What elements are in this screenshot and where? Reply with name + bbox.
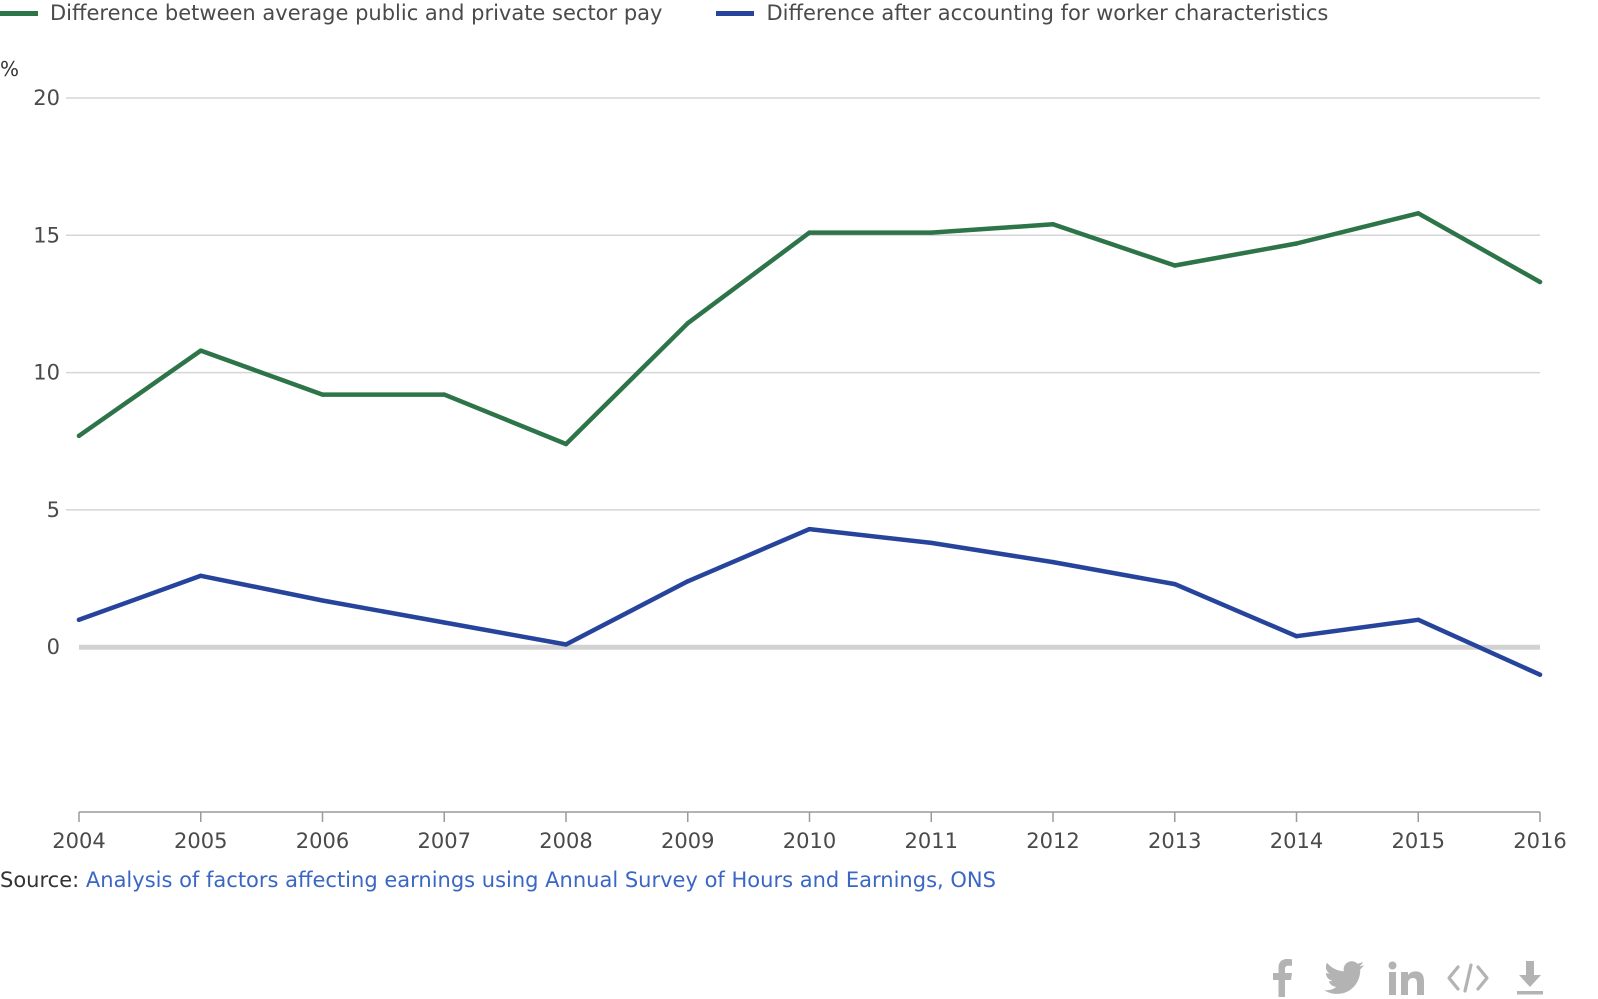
series-1-point-2006 [320,392,325,397]
y-axis-unit-label: % [0,57,19,81]
series-2-point-2005 [198,573,203,579]
series-1-point-2011 [929,230,934,235]
x-tick-label-2004: 2004 [52,829,105,853]
embed-icon[interactable] [1446,958,1490,998]
x-tick-label-2014: 2014 [1270,829,1323,853]
series-2-point-2014 [1294,634,1299,639]
x-tick-label-2006: 2006 [296,829,349,853]
legend-swatch-green [0,10,38,16]
x-tick-label-2016: 2016 [1513,829,1566,853]
series-1-point-2012 [1050,222,1056,227]
series-1-point-2015 [1416,211,1421,216]
x-tick-label-2012: 2012 [1026,829,1079,853]
chart-legend: Difference between average public and pr… [0,0,1382,26]
series-2-point-2009 [685,579,690,584]
series-2-point-2007 [442,620,447,625]
series-2-point-2013 [1172,581,1177,587]
series-1-point-2010 [807,230,812,235]
legend-swatch-blue [716,10,755,16]
x-tick-label-2005: 2005 [174,829,227,853]
y-tick-label-10: 10 [33,361,60,385]
series-1-point-2004 [76,433,82,438]
series-1-point-2005 [198,348,203,353]
series-2-point-2012 [1050,559,1056,565]
series-2-point-2016 [1537,672,1543,677]
y-tick-label-20: 20 [33,86,60,110]
download-icon[interactable] [1508,958,1552,998]
twitter-icon[interactable] [1322,958,1366,998]
series-line-2 [76,526,1543,677]
series-line-1 [76,211,1543,447]
line-chart: % 0 5 10 15 20 2004 2005 2006 2007 2008 2009 2010 201… [0,57,1567,853]
series-2-point-2011 [929,540,934,546]
x-tick-label-2007: 2007 [418,829,471,853]
legend-item-adjusted-pay[interactable]: Difference after accounting for worker c… [716,1,1328,25]
source-prefix: Source: [0,868,86,892]
series-1-point-2008 [563,441,569,447]
legend-item-average-pay[interactable]: Difference between average public and pr… [0,1,662,25]
series-1-point-2014 [1294,241,1299,246]
x-tick-label-2009: 2009 [661,829,714,853]
series-2-point-2015 [1416,617,1421,622]
y-tick-label-0: 0 [47,635,60,659]
y-tick-label-5: 5 [47,498,60,522]
x-tick-label-2008: 2008 [539,829,592,853]
source-link[interactable]: Analysis of factors affecting earnings u… [85,868,996,892]
source-note: Source: Analysis of factors affecting ea… [0,868,996,892]
series-1-point-2013 [1172,263,1177,268]
series-2-point-2008 [563,642,569,647]
series-1-point-2009 [685,320,690,326]
x-tick-label-2015: 2015 [1392,829,1445,853]
x-tick-label-2010: 2010 [783,829,836,853]
series-2-point-2004 [76,617,82,622]
series-2-point-2010 [807,526,812,532]
y-tick-label-15: 15 [33,223,60,247]
series-1-point-2007 [442,392,447,397]
legend-label-adjusted-pay: Difference after accounting for worker c… [766,1,1329,25]
facebook-icon[interactable] [1260,958,1304,998]
linkedin-icon[interactable] [1384,958,1428,998]
legend-label-average-pay: Difference between average public and pr… [50,1,663,25]
x-tick-label-2013: 2013 [1148,829,1201,853]
series-2-point-2006 [320,598,325,603]
x-tick-label-2011: 2011 [905,829,958,853]
series-1-point-2016 [1537,279,1543,285]
